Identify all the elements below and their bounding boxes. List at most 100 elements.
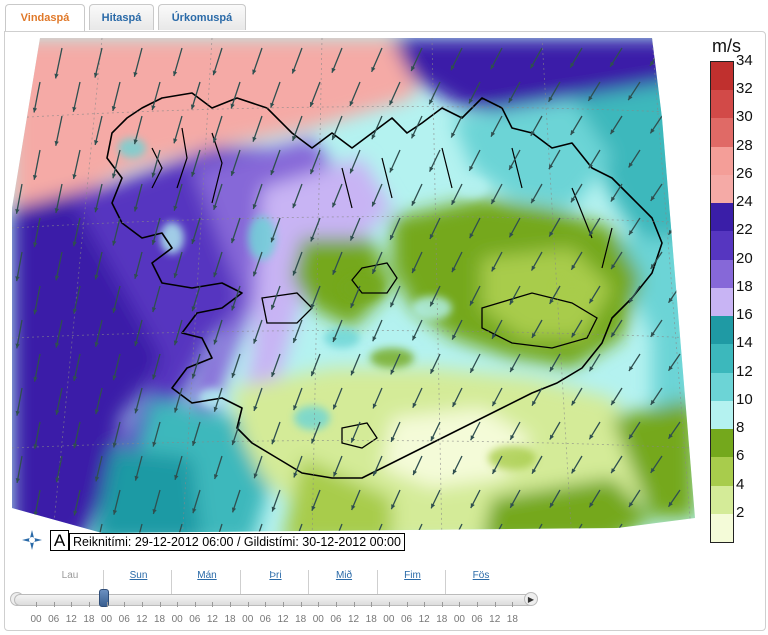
wind-arrow-head	[412, 335, 417, 341]
wind-arrow-head	[191, 373, 196, 379]
hour-tick	[335, 602, 337, 607]
wind-arrow-head	[192, 508, 197, 514]
legend-swatch	[711, 259, 733, 288]
day-link[interactable]: Fös	[472, 570, 490, 581]
hour-label: 00	[30, 614, 42, 625]
wind-arrow-head	[510, 502, 515, 508]
wind-arrow	[112, 81, 121, 112]
tab-hitaspa[interactable]: Hitaspá	[89, 4, 154, 30]
wind-arrow-head	[373, 470, 378, 476]
legend-swatch	[711, 90, 733, 119]
time-slider-handle[interactable]	[99, 589, 109, 607]
wind-arrow-head	[213, 339, 218, 345]
wind-arrow-head	[72, 174, 77, 180]
tab-vindaspa[interactable]: Vindaspá	[5, 4, 85, 32]
wind-arrow-head	[231, 305, 236, 311]
wind-arrow-head	[372, 403, 377, 409]
day-link[interactable]: Þri	[269, 570, 282, 581]
wind-arrow-head	[270, 237, 275, 243]
wind-arrow-head	[270, 304, 276, 310]
wind-arrow-head	[191, 238, 196, 244]
hour-label: 18	[506, 614, 518, 625]
tab-urkomuspa[interactable]: Úrkomuspá	[158, 4, 246, 30]
wind-arrow-head	[292, 135, 297, 141]
wind-arrow-head	[133, 139, 138, 145]
wind-arrow-head	[252, 69, 257, 75]
wind-arrow-head	[32, 107, 38, 113]
right-arrow-icon[interactable]: ▶	[524, 592, 538, 606]
wind-arrow-head	[668, 94, 673, 100]
hour-tick	[371, 602, 373, 607]
wind-arrows	[14, 47, 681, 541]
wind-arrow	[650, 523, 663, 533]
wind-arrow-head	[351, 437, 356, 443]
wind-arrow	[191, 217, 201, 245]
wind-arrow	[73, 353, 81, 382]
wind-arrow-head	[412, 402, 417, 408]
hour-tick	[177, 602, 179, 607]
wind-arrow-head	[94, 207, 99, 213]
wind-arrow-head	[15, 276, 20, 282]
wind-arrow-head	[548, 96, 553, 102]
wind-arrow-head	[332, 337, 337, 343]
legend-tick-label: 28	[736, 136, 753, 154]
wind-arrow-head	[452, 334, 457, 340]
wind-arrow-head	[429, 166, 434, 172]
legend-tick-label: 24	[736, 193, 753, 211]
day-separator	[376, 570, 378, 594]
wind-arrow-head	[309, 101, 314, 107]
wind-arrow-head	[530, 63, 535, 69]
wind-arrow-head	[610, 196, 616, 202]
wind-arrow-head	[134, 341, 139, 347]
wind-arrow-head	[589, 230, 594, 236]
wind-arrow	[15, 183, 23, 214]
wind-arrow-head	[611, 264, 616, 270]
legend-tick-label: 2	[736, 503, 745, 521]
wind-arrow	[191, 81, 201, 110]
wind-arrow-head	[571, 332, 576, 338]
wind-arrow-head	[571, 264, 576, 270]
wind-arrow-head	[293, 405, 298, 411]
wind-arrow-head	[15, 410, 20, 416]
time-slider-track[interactable]	[14, 594, 536, 606]
wind-arrow-head	[628, 298, 634, 304]
legend-tick-label: 14	[736, 334, 753, 352]
wind-map	[12, 38, 695, 543]
wind-arrow-head	[469, 300, 474, 306]
legend-swatch	[711, 287, 733, 317]
day-link[interactable]: Mið	[335, 570, 353, 581]
wind-arrow	[412, 523, 423, 533]
wind-arrow-head	[230, 170, 235, 176]
hour-label: 00	[242, 614, 254, 625]
wind-arrow-head	[94, 140, 99, 145]
day-link[interactable]: Sun	[129, 570, 148, 581]
wind-arrow-head	[413, 470, 417, 476]
wind-arrow-head	[611, 536, 615, 541]
wind-arrow-head	[391, 504, 396, 510]
wind-arrow-head	[213, 406, 218, 412]
hour-tick	[212, 602, 214, 607]
day-link[interactable]: Fim	[404, 570, 421, 581]
wind-arrow	[230, 81, 241, 109]
wind-arrow-head	[628, 502, 634, 508]
wind-arrow	[33, 285, 41, 315]
wind-arrow-head	[431, 503, 436, 509]
hour-label: 18	[365, 614, 377, 625]
wind-arrow-head	[173, 205, 178, 211]
legend-swatch	[711, 146, 733, 175]
legend-swatch	[711, 400, 733, 430]
time-label: Reiknitími: 29-12-2012 06:00 / Gildistím…	[69, 533, 405, 551]
hour-label: 18	[295, 614, 307, 625]
wind-arrow-head	[491, 266, 496, 272]
wind-arrow-head	[173, 273, 178, 278]
wind-arrow-head	[332, 202, 337, 208]
wind-arrow-head	[430, 368, 435, 374]
wind-arrow	[16, 319, 23, 349]
day-link[interactable]: Mán	[197, 570, 217, 581]
wind-arrow	[95, 523, 103, 533]
wind-arrow-head	[390, 436, 395, 442]
wind-speed-field	[12, 38, 695, 541]
wind-arrow	[134, 251, 143, 279]
tab-bar: Vindaspá Hitaspá Úrkomuspá	[0, 0, 768, 32]
wind-arrow-head	[253, 338, 258, 344]
